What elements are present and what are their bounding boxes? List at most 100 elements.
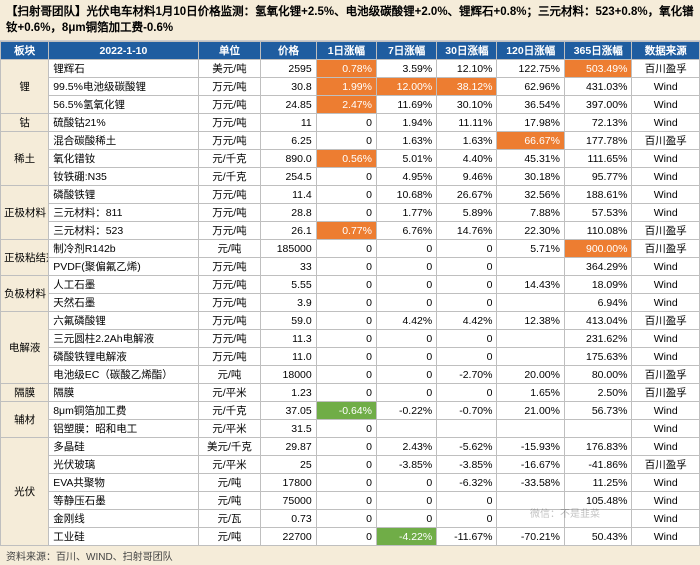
d7: 0 <box>376 366 436 384</box>
item-name: 硫酸钴21% <box>49 114 198 132</box>
category-cell: 正极粘结剂 <box>1 240 49 276</box>
col-d120: 120日涨幅 <box>497 42 564 60</box>
unit: 元/瓦 <box>198 510 261 528</box>
d30: 0 <box>437 240 497 258</box>
item-name: 金刚线 <box>49 510 198 528</box>
table-row: 工业硅元/吨227000-4.22%-11.67%-70.21%50.43%Wi… <box>1 528 700 546</box>
d7: 0 <box>376 510 436 528</box>
source: 百川盈孚 <box>632 132 700 150</box>
col-d7: 7日涨幅 <box>376 42 436 60</box>
d120 <box>497 294 564 312</box>
d7: 0 <box>376 330 436 348</box>
price: 3.9 <box>261 294 316 312</box>
price: 28.8 <box>261 204 316 222</box>
price: 33 <box>261 258 316 276</box>
table-row: 三元圆柱2.2Ah电解液万元/吨11.3000231.62%Wind <box>1 330 700 348</box>
col-source: 数据来源 <box>632 42 700 60</box>
d120: 17.98% <box>497 114 564 132</box>
col-price: 价格 <box>261 42 316 60</box>
col-unit: 单位 <box>198 42 261 60</box>
d30 <box>437 420 497 438</box>
d30: 14.76% <box>437 222 497 240</box>
d7: -4.22% <box>376 528 436 546</box>
table-row: 电解液六氟磷酸锂万元/吨59.004.42%4.42%12.38%413.04%… <box>1 312 700 330</box>
source: Wind <box>632 474 700 492</box>
d30: 4.42% <box>437 312 497 330</box>
d365: 176.83% <box>564 438 631 456</box>
table-row: 光伏玻璃元/平米250-3.85%-3.85%-16.67%-41.86%百川盈… <box>1 456 700 474</box>
d7: -3.85% <box>376 456 436 474</box>
d30: -0.70% <box>437 402 497 420</box>
item-name: 电池级EC（碳酸乙烯酯） <box>49 366 198 384</box>
unit: 万元/吨 <box>198 114 261 132</box>
table-row: 钴硫酸钴21%万元/吨1101.94%11.11%17.98%72.13%Win… <box>1 114 700 132</box>
d7: 0 <box>376 294 436 312</box>
d365: 188.61% <box>564 186 631 204</box>
d30: 30.10% <box>437 96 497 114</box>
unit: 万元/吨 <box>198 258 261 276</box>
d7: 11.69% <box>376 96 436 114</box>
d7: 10.68% <box>376 186 436 204</box>
d30: 5.89% <box>437 204 497 222</box>
item-name: PVDF(聚偏氟乙烯) <box>49 258 198 276</box>
price: 25 <box>261 456 316 474</box>
d30: 0 <box>437 294 497 312</box>
header-row: 板块 2022-1-10 单位 价格 1日涨幅 7日涨幅 30日涨幅 120日涨… <box>1 42 700 60</box>
source: Wind <box>632 492 700 510</box>
source: 百川盈孚 <box>632 384 700 402</box>
d30: -3.85% <box>437 456 497 474</box>
d7: 0 <box>376 348 436 366</box>
d30: 0 <box>437 276 497 294</box>
source: Wind <box>632 528 700 546</box>
d1: 0 <box>316 438 376 456</box>
d1: 0 <box>316 384 376 402</box>
item-name: 六氟磷酸锂 <box>49 312 198 330</box>
unit: 元/千克 <box>198 150 261 168</box>
d30: 1.63% <box>437 132 497 150</box>
unit: 元/吨 <box>198 528 261 546</box>
d365: 6.94% <box>564 294 631 312</box>
d365: 80.00% <box>564 366 631 384</box>
d30: 0 <box>437 384 497 402</box>
source: Wind <box>632 78 700 96</box>
source: 百川盈孚 <box>632 240 700 258</box>
price: 11 <box>261 114 316 132</box>
price: 26.1 <box>261 222 316 240</box>
d30: 4.40% <box>437 150 497 168</box>
unit: 万元/吨 <box>198 276 261 294</box>
d120: 30.18% <box>497 168 564 186</box>
table-row: 氧化镨钕元/千克890.00.56%5.01%4.40%45.31%111.65… <box>1 150 700 168</box>
table-row: 隔膜隔膜元/平米1.230001.65%2.50%百川盈孚 <box>1 384 700 402</box>
d120 <box>497 258 564 276</box>
col-item: 2022-1-10 <box>49 42 198 60</box>
d365: 72.13% <box>564 114 631 132</box>
d1: 0.78% <box>316 60 376 78</box>
table-row: 56.5%氢氧化锂万元/吨24.852.47%11.69%30.10%36.54… <box>1 96 700 114</box>
price: 75000 <box>261 492 316 510</box>
d1: 0 <box>316 474 376 492</box>
item-name: 三元材料：811 <box>49 204 198 222</box>
d1: 0 <box>316 510 376 528</box>
d1: 0 <box>316 204 376 222</box>
d1: 0 <box>316 114 376 132</box>
col-d365: 365日涨幅 <box>564 42 631 60</box>
price: 890.0 <box>261 150 316 168</box>
col-d30: 30日涨幅 <box>437 42 497 60</box>
d365: 2.50% <box>564 384 631 402</box>
d30: 0 <box>437 330 497 348</box>
price: 17800 <box>261 474 316 492</box>
price: 185000 <box>261 240 316 258</box>
category-cell: 钴 <box>1 114 49 132</box>
d365: 900.00% <box>564 240 631 258</box>
unit: 元/吨 <box>198 240 261 258</box>
item-name: 光伏玻璃 <box>49 456 198 474</box>
d120 <box>497 420 564 438</box>
d365: 95.77% <box>564 168 631 186</box>
d30: 26.67% <box>437 186 497 204</box>
d365: 231.62% <box>564 330 631 348</box>
d365: -41.86% <box>564 456 631 474</box>
price: 22700 <box>261 528 316 546</box>
d1: 0 <box>316 240 376 258</box>
d365: 413.04% <box>564 312 631 330</box>
d7: -0.22% <box>376 402 436 420</box>
